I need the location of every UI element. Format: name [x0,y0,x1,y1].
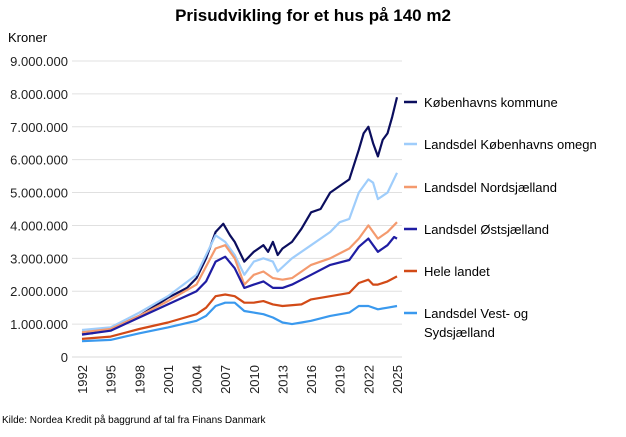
x-tick-label: 1995 [104,365,119,394]
series-line-2 [81,172,398,332]
y-tick-label: 6.000.000 [10,153,68,168]
y-axis-label: Kroner [8,30,48,45]
x-tick-label: 2025 [390,365,405,394]
legend-label: Landsdel Vest- og [424,306,528,321]
y-tick-label: 8.000.000 [10,87,68,102]
x-tick-label: 2010 [247,365,262,394]
x-tick-label: 1998 [132,365,147,394]
x-tick-label: 2004 [190,365,205,394]
chart-title: Prisudvikling for et hus på 140 m2 [175,6,451,25]
y-tick-label: 1.000.000 [10,317,68,332]
legend-label: Landsdel Østsjælland [424,222,549,237]
legend-label: Landsdel Nordsjælland [424,180,557,195]
series-line-4 [81,235,398,336]
series-line-3 [81,221,398,334]
legend-label: Sydsjælland [424,325,495,340]
x-tick-label: 2007 [218,365,233,394]
y-tick-label: 3.000.000 [10,251,68,266]
y-tick-label: 0 [61,350,68,365]
y-tick-label: 7.000.000 [10,120,68,135]
legend-label: Hele landet [424,264,490,279]
x-tick-label: 2001 [161,365,176,394]
x-tick-label: 2019 [333,365,348,394]
series-line-1 [81,96,399,335]
y-tick-label: 5.000.000 [10,186,68,201]
y-tick-label: 2.000.000 [10,284,68,299]
legend-label: Københavns kommune [424,95,558,110]
x-tick-label: 1992 [75,365,90,394]
legend-label: Landsdel Københavns omegn [424,137,597,152]
y-tick-label: 9.000.000 [10,54,68,69]
x-tick-label: 2016 [304,365,319,394]
series-line-6 [81,301,398,343]
source-note: Kilde: Nordea Kredit på baggrund af tal … [2,415,266,426]
x-tick-label: 2013 [275,365,290,394]
series-line-5 [81,275,398,340]
y-tick-label: 4.000.000 [10,218,68,233]
x-tick-label: 2022 [361,365,376,394]
